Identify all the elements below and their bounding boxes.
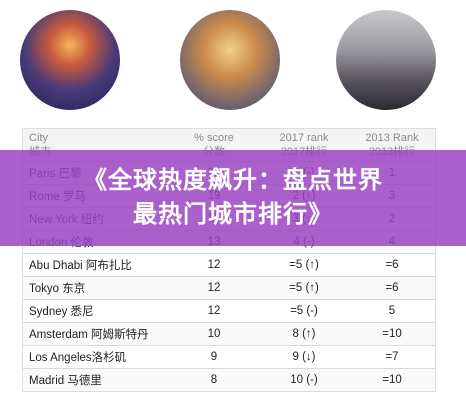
table-row: Abu Dhabi 阿布扎比 12 =5 (↑) =6 (23, 253, 435, 276)
table-cell: =10 (382, 374, 402, 386)
table-cell: 9 (210, 351, 218, 363)
table-cell: =5 (-) (290, 305, 318, 317)
table-row: Amsterdam 阿姆斯特丹 10 8 (↑) =10 (23, 322, 435, 345)
banner-line: 最热门城市排行》 (133, 201, 333, 228)
table-cell: Amsterdam 阿姆斯特丹 (29, 329, 149, 341)
photo-rome (180, 10, 280, 110)
header-text: 2017 rank (279, 132, 329, 144)
table-cell: Sydney 悉尼 (29, 306, 94, 318)
table-cell: 8 (↑) (292, 328, 316, 340)
table-cell: Tokyo 东京 (29, 283, 86, 295)
header-text: % score (194, 132, 234, 144)
table-cell: 12 (207, 305, 221, 317)
table-cell: 10 (-) (290, 374, 318, 386)
photo-paris (20, 10, 120, 110)
table-cell: 12 (207, 259, 221, 271)
table-row: Los Angeles洛杉矶 9 9 (↓) =7 (23, 345, 435, 368)
table-cell: =5 (↑) (289, 259, 319, 271)
table-cell: 8 (210, 374, 218, 386)
photo-newyork (336, 10, 436, 110)
table-cell: Los Angeles洛杉矶 (29, 352, 127, 364)
table-cell: Madrid 马德里 (29, 375, 102, 387)
table-cell: 5 (388, 305, 396, 317)
table-cell: 10 (207, 328, 221, 340)
table-row: Tokyo 东京 12 =5 (↑) =6 (23, 276, 435, 299)
table-cell: 12 (207, 282, 221, 294)
table-row: Sydney 悉尼 12 =5 (-) 5 (23, 299, 435, 322)
table-cell: =10 (382, 328, 402, 340)
table-cell: 9 (↓) (292, 351, 316, 363)
table-row: Madrid 马德里 8 10 (-) =10 (23, 368, 435, 391)
table-cell: =5 (↑) (289, 282, 319, 294)
title-banner: 《全球热度飙升：盘点世界 最热门城市排行》 (0, 150, 466, 246)
table-cell: =6 (385, 259, 399, 271)
table-cell: Abu Dhabi 阿布扎比 (29, 260, 132, 272)
header-text: City (29, 132, 48, 144)
header-text: 2013 Rank (365, 132, 419, 144)
table-cell: =6 (385, 282, 399, 294)
table-cell: =7 (385, 351, 399, 363)
banner-line: 《全球热度飙升：盘点世界 (83, 167, 383, 194)
